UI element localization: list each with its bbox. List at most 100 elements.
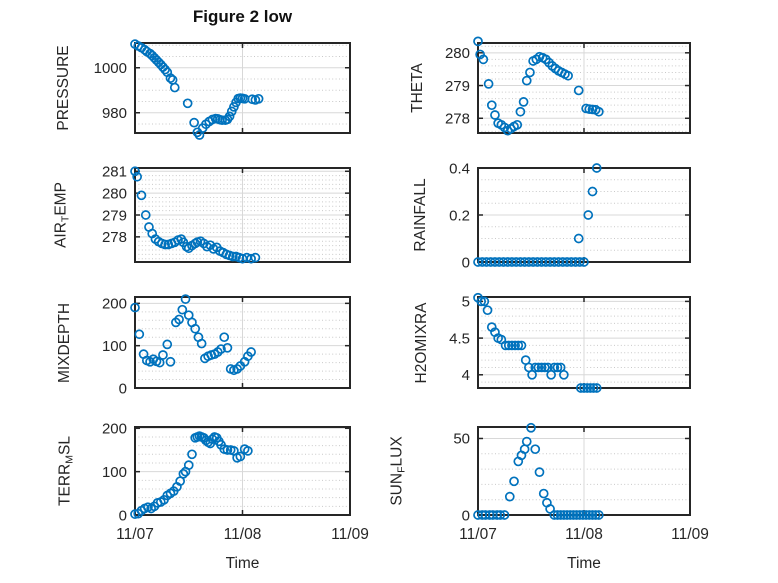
ylabel-theta: THETA xyxy=(409,63,427,113)
x-axis-label-right: Time xyxy=(567,555,601,572)
data-point xyxy=(587,186,598,197)
data-point xyxy=(162,339,173,350)
data-point xyxy=(196,338,207,349)
y-tick-label: 200 xyxy=(102,296,127,313)
data-point xyxy=(565,510,576,520)
subplot-sun-flux: 0 50 11/07 11/08 11/09 xyxy=(453,422,709,543)
data-point xyxy=(583,210,594,220)
data-point xyxy=(512,119,523,130)
data-point xyxy=(224,111,235,122)
data-point xyxy=(574,510,585,520)
data-point xyxy=(515,106,526,117)
data-point xyxy=(177,304,188,315)
subplot-theta: 278 279 280 xyxy=(445,36,691,136)
data-point xyxy=(222,445,233,455)
ylabel-text: SL xyxy=(56,436,74,456)
data-point xyxy=(579,383,589,393)
data-point xyxy=(479,296,490,307)
data-point xyxy=(500,340,511,351)
subplot-mixdepth: 0 100 200 xyxy=(102,294,351,397)
y-tick-label: 279 xyxy=(445,78,470,95)
y-tick-label: 278 xyxy=(102,229,127,246)
y-tick-label: 100 xyxy=(102,338,127,355)
ylabel-text: AIR xyxy=(52,222,70,248)
subplot-pressure: 980 1000 xyxy=(94,39,351,140)
data-point xyxy=(534,467,545,477)
data-point xyxy=(593,510,604,520)
data-point xyxy=(165,356,176,367)
y-tick-label: 4.5 xyxy=(449,330,470,347)
data-point xyxy=(562,510,572,520)
data-point xyxy=(578,510,588,520)
data-point xyxy=(229,102,239,112)
ylabel-terr-msl: TERRMSL xyxy=(57,436,76,506)
data-point xyxy=(160,239,170,250)
major-grid xyxy=(135,43,350,133)
data-point xyxy=(499,510,510,520)
x-axis-label-left: Time xyxy=(225,555,260,572)
data-point xyxy=(563,70,573,81)
data-point xyxy=(573,233,584,244)
tick-marks xyxy=(477,167,691,263)
data-point xyxy=(538,488,549,499)
y-tick-label: 280 xyxy=(445,45,470,62)
ylabel-text: THETA xyxy=(409,63,426,113)
subplot-air-temp: 278 279 280 281 xyxy=(102,164,351,264)
data-point xyxy=(181,241,192,252)
x-tick-label: 11/09 xyxy=(331,526,369,543)
data-series-theta xyxy=(473,36,604,136)
data-point xyxy=(587,104,598,115)
data-point xyxy=(187,449,197,460)
x-tick-label: 11/09 xyxy=(671,526,709,543)
data-point xyxy=(253,93,264,104)
data-point xyxy=(559,369,569,380)
data-point xyxy=(549,362,560,373)
x-tick-label: 11/07 xyxy=(459,526,497,543)
data-point xyxy=(132,171,143,182)
data-point xyxy=(476,296,487,307)
data-series-terr-msl xyxy=(130,431,253,519)
data-point xyxy=(216,344,226,354)
data-series-air-temp xyxy=(130,166,261,264)
data-point xyxy=(134,329,145,340)
data-point xyxy=(482,305,493,316)
data-point xyxy=(160,64,170,75)
data-point xyxy=(243,445,253,456)
data-series-rainfall xyxy=(473,163,602,267)
data-point xyxy=(579,257,589,267)
data-point xyxy=(130,302,140,313)
data-point xyxy=(587,510,598,520)
y-tick-label: 980 xyxy=(102,105,127,122)
data-series-h2omixra xyxy=(473,292,602,393)
data-point xyxy=(473,36,483,47)
data-point xyxy=(246,253,256,264)
data-point xyxy=(585,383,596,393)
ylabel-text: EMP xyxy=(52,182,70,216)
subplot-terr-msl: 0 100 200 11/07 11/08 11/09 xyxy=(102,421,369,543)
data-point xyxy=(130,166,140,177)
ylabel-text: LUX xyxy=(388,436,406,467)
data-point xyxy=(250,252,261,263)
data-point xyxy=(536,362,547,373)
data-point xyxy=(525,67,535,78)
data-point xyxy=(516,340,527,351)
data-point xyxy=(582,383,593,393)
data-series-sun-flux xyxy=(473,422,604,520)
ylabel-text: T xyxy=(59,215,72,223)
data-point xyxy=(530,444,541,455)
data-point xyxy=(217,115,227,126)
major-grid xyxy=(478,427,690,515)
y-tick-label: 0 xyxy=(119,380,127,397)
x-tick-label: 11/07 xyxy=(116,526,154,543)
data-point xyxy=(588,383,599,393)
ylabel-air-temp: AIRTEMP xyxy=(53,182,72,248)
data-point xyxy=(219,332,230,343)
ylabel-text: MIXDEPTH xyxy=(56,302,73,383)
ylabel-text: TERR xyxy=(56,463,74,506)
major-grid xyxy=(135,297,350,388)
data-point xyxy=(189,117,199,128)
ylabel-sun-flux: SUNFLUX xyxy=(389,436,408,505)
subplot-rainfall: 0 0.2 0.4 xyxy=(449,160,691,271)
x-tick-label: 11/08 xyxy=(565,526,603,543)
